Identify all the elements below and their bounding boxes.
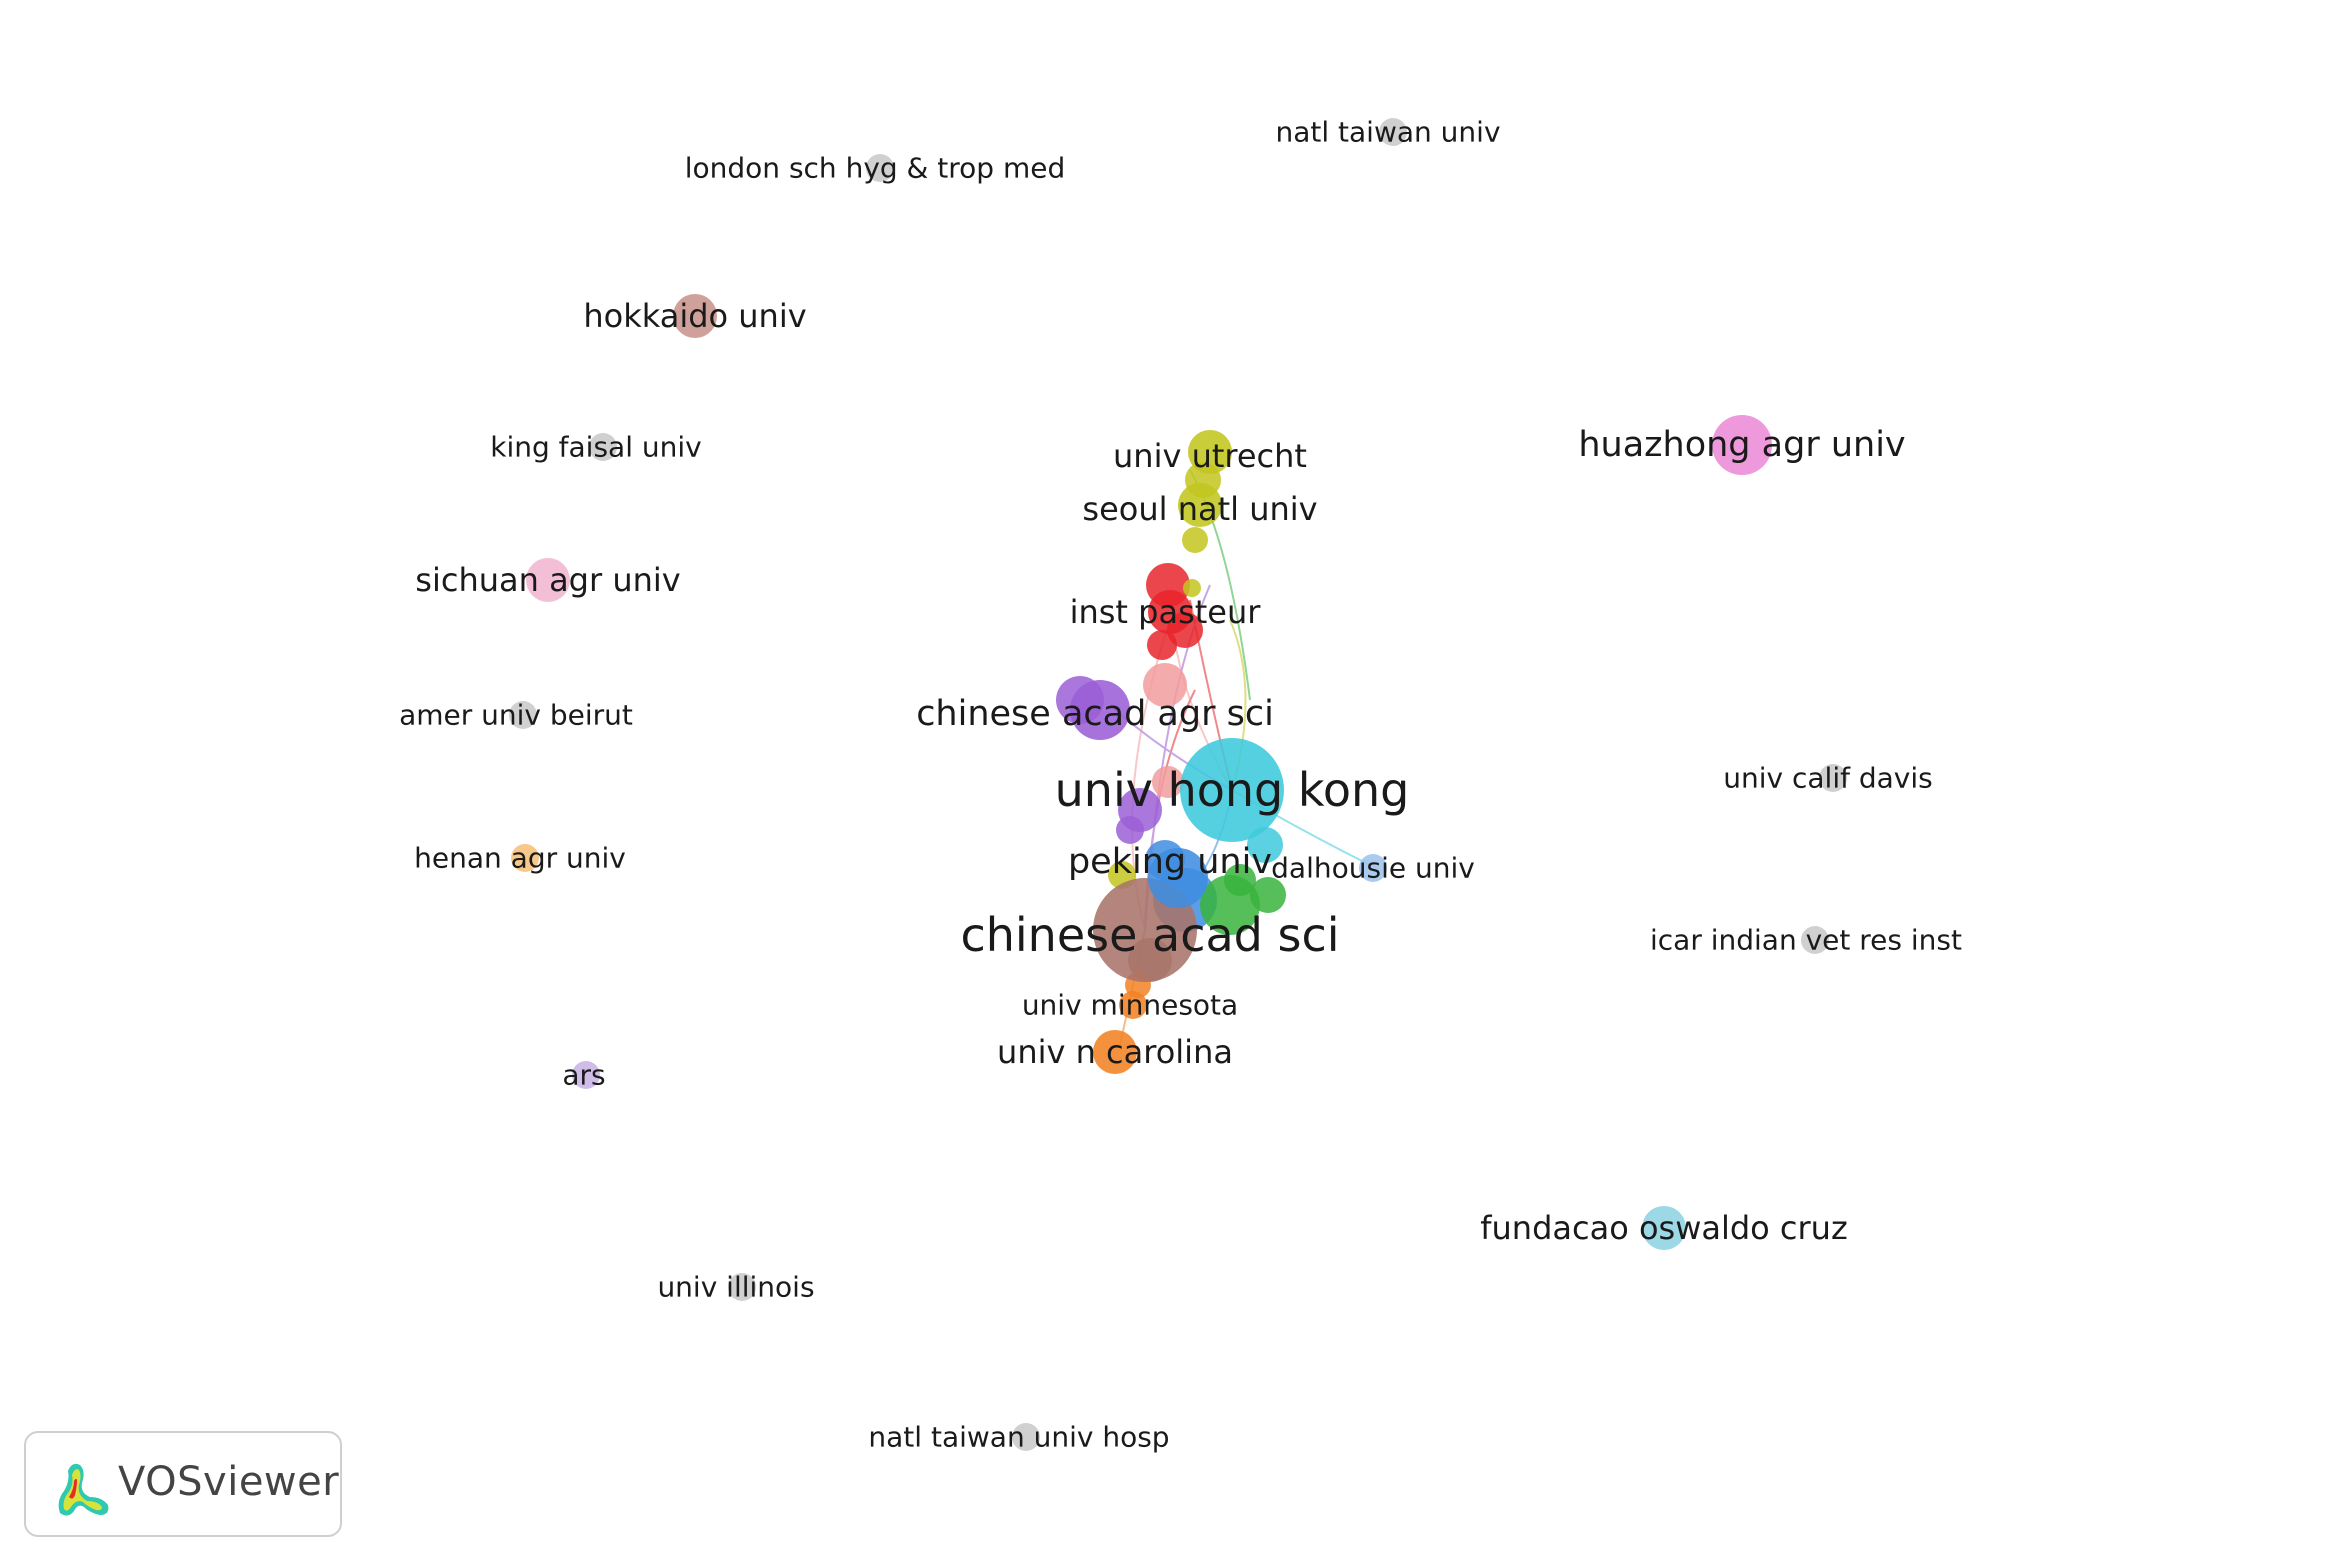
node-univ-calif-davis[interactable] (1819, 764, 1847, 792)
network-labels: univ hong kong chinese acad sci chinese ac… (399, 116, 1962, 1454)
node-label: sichuan agr univ (415, 561, 680, 599)
node-label: fundacao oswaldo cruz (1480, 1209, 1848, 1247)
cluster-member-node[interactable] (1183, 579, 1201, 597)
node-univ-illinois[interactable] (728, 1273, 756, 1301)
node-henan-agr-univ[interactable] (511, 844, 539, 872)
node-label: london sch hyg & trop med (685, 152, 1066, 185)
node-london-sch-hyg-trop-med[interactable] (866, 154, 894, 182)
node-label: seoul natl univ (1082, 490, 1317, 528)
node-dalhousie-univ[interactable] (1359, 854, 1387, 882)
node-label: natl taiwan univ (1275, 116, 1500, 149)
node-label: chinese acad sci (960, 908, 1339, 962)
node-label: univ minnesota (1022, 989, 1238, 1022)
cluster-member-node[interactable] (1250, 877, 1286, 913)
node-univ-hong-kong[interactable] (1180, 738, 1284, 842)
vosviewer-density-icon (58, 1463, 109, 1516)
cluster-member-node[interactable] (1147, 630, 1177, 660)
app-name: VOSviewer (118, 1459, 340, 1505)
node-univ-utrecht[interactable] (1188, 430, 1232, 474)
node-label: ars (562, 1059, 605, 1092)
node-label: king faisal univ (490, 431, 701, 464)
node-label: dalhousie univ (1271, 852, 1475, 885)
node-label: inst pasteur (1070, 593, 1262, 631)
node-natl-taiwan-univ-hosp[interactable] (1012, 1423, 1040, 1451)
node-amer-univ-beirut[interactable] (509, 701, 537, 729)
cluster-member-node[interactable] (1182, 527, 1208, 553)
node-label: hokkaido univ (583, 297, 806, 335)
node-label: univ calif davis (1723, 762, 1932, 795)
node-label: icar indian vet res inst (1650, 924, 1962, 957)
node-label: peking univ (1068, 842, 1272, 882)
node-inst-pasteur[interactable] (1148, 590, 1192, 634)
node-hokkaido-univ[interactable] (673, 294, 717, 338)
node-icar-indian-vet-res-inst[interactable] (1801, 926, 1829, 954)
network-nodes (509, 118, 1847, 1451)
node-ars[interactable] (572, 1061, 600, 1089)
node-sichuan-agr-univ[interactable] (526, 558, 570, 602)
cluster-member-node[interactable] (1143, 663, 1187, 707)
node-label: univ n carolina (997, 1033, 1233, 1071)
node-king-faisal-univ[interactable] (589, 433, 617, 461)
node-univ-minnesota[interactable] (1119, 991, 1147, 1019)
cluster-member-node[interactable] (1152, 766, 1184, 798)
node-label: natl taiwan univ hosp (868, 1421, 1169, 1454)
node-natl-taiwan-univ[interactable] (1379, 118, 1407, 146)
node-chinese-acad-agr-sci[interactable] (1070, 680, 1130, 740)
node-label: chinese acad agr sci (916, 694, 1274, 734)
node-label: univ hong kong (1055, 763, 1410, 817)
node-label: huazhong agr univ (1578, 425, 1905, 465)
node-univ-n-carolina[interactable] (1093, 1030, 1137, 1074)
node-label: henan agr univ (414, 842, 626, 875)
vosviewer-logo: VOSviewer (24, 1431, 342, 1537)
node-label: amer univ beirut (399, 699, 633, 732)
node-huazhong-agr-univ[interactable] (1712, 415, 1772, 475)
node-seoul-natl-univ[interactable] (1178, 483, 1222, 527)
node-label: univ illinois (657, 1271, 814, 1304)
cluster-member-node[interactable] (1116, 816, 1144, 844)
node-peking-univ[interactable] (1148, 848, 1208, 908)
node-label: univ utrecht (1113, 437, 1307, 475)
cluster-member-node[interactable] (1224, 864, 1256, 896)
node-fundacao-oswaldo-cruz[interactable] (1642, 1206, 1686, 1250)
